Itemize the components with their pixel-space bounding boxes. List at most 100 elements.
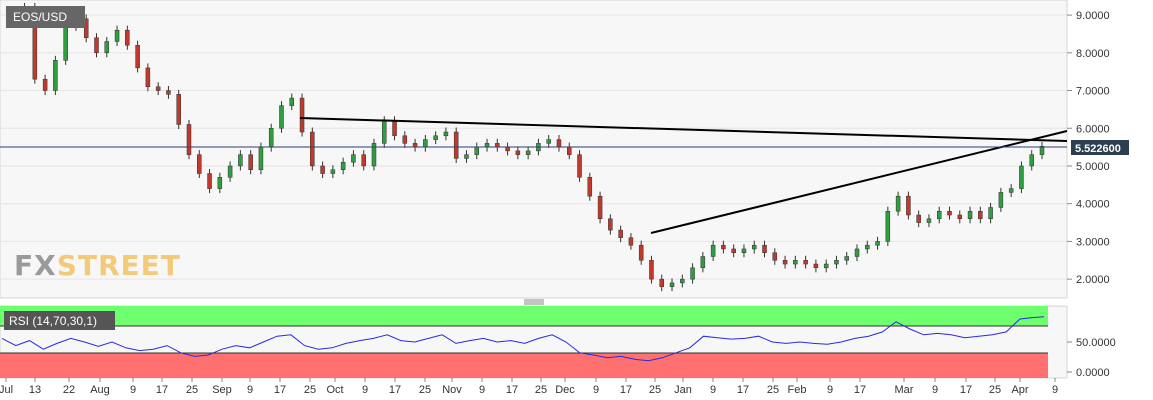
candle-body xyxy=(125,29,130,46)
candle-body xyxy=(566,146,572,155)
candle-body xyxy=(464,154,469,159)
candle-body xyxy=(392,120,397,137)
candle-body xyxy=(988,207,993,220)
rsi-tick-label: 50.0000 xyxy=(1076,337,1116,349)
x-tick-label: 25 xyxy=(989,384,1001,396)
candle-body xyxy=(289,97,295,106)
x-tick-label: 17 xyxy=(737,384,749,396)
price-label-box xyxy=(1071,140,1129,155)
watermark-fx: FX xyxy=(14,249,57,282)
candle-body xyxy=(710,244,716,257)
candle-body xyxy=(114,29,120,42)
candle-body xyxy=(967,210,973,220)
candle-body xyxy=(885,210,891,242)
price-tick-label: 7.0000 xyxy=(1076,86,1110,98)
candle-body xyxy=(556,139,562,148)
candle-body xyxy=(721,244,726,250)
candle-body xyxy=(53,60,58,91)
candle-body xyxy=(998,192,1004,208)
candle-body xyxy=(423,139,428,148)
x-tick-label: 25 xyxy=(186,384,198,396)
candle-body xyxy=(772,252,778,261)
candle-body xyxy=(597,195,603,220)
x-tick-label: 25 xyxy=(649,384,661,396)
x-tick-label: Mar xyxy=(895,384,914,396)
price-tick-label: 5.0000 xyxy=(1076,161,1110,173)
fxstreet-watermark: FXSTREET xyxy=(14,249,181,282)
candle-body xyxy=(762,244,767,253)
rsi-series-line xyxy=(1,316,1045,362)
price-tick-label: 3.0000 xyxy=(1076,236,1110,248)
candle-body xyxy=(207,173,212,189)
candle-body xyxy=(834,260,839,265)
rsi-overbought-zone xyxy=(0,306,1048,326)
candle-body xyxy=(330,169,336,174)
candle-body xyxy=(906,195,911,216)
candle-body xyxy=(947,210,952,216)
candle-body xyxy=(669,282,675,287)
candle-body xyxy=(546,139,551,144)
x-tick-label: 25 xyxy=(535,384,547,396)
rsi-title: RSI (14,70,30,1) xyxy=(9,314,97,328)
candle-body xyxy=(135,45,140,69)
x-tick-label: 9 xyxy=(362,384,368,396)
x-tick-label: Sep xyxy=(212,384,232,396)
candle-body xyxy=(854,248,860,257)
candle-body xyxy=(155,86,161,91)
trendlines xyxy=(299,117,1068,234)
candle-body xyxy=(1039,146,1045,155)
rsi-title-box xyxy=(4,311,115,330)
candle-body xyxy=(803,260,808,265)
candle-body xyxy=(1029,154,1034,167)
x-tick-label: 9 xyxy=(130,384,136,396)
candle-body xyxy=(823,263,829,269)
candle-body xyxy=(936,210,942,220)
candle-body xyxy=(1008,188,1014,193)
candle-body xyxy=(166,90,171,95)
x-tick-label: 17 xyxy=(156,384,168,396)
rsi-oversold-zone xyxy=(0,353,1048,378)
price-tick-label: 4.0000 xyxy=(1076,199,1110,211)
candle-body xyxy=(382,120,387,144)
candle-body xyxy=(227,165,233,178)
x-tick-label: 17 xyxy=(854,384,866,396)
price-label: 5.522600 xyxy=(1075,143,1121,155)
candle-body xyxy=(176,94,181,125)
candle-body xyxy=(186,124,192,155)
x-tick-label: Jan xyxy=(674,384,692,396)
candle-body xyxy=(618,229,623,238)
candle-body xyxy=(279,105,284,129)
candle-body xyxy=(83,18,89,38)
candle-body xyxy=(474,146,480,155)
x-tick-label: 17 xyxy=(274,384,286,396)
candle-body xyxy=(978,210,983,220)
candle-body xyxy=(145,67,151,88)
x-tick-label: 9 xyxy=(593,384,599,396)
candle-body xyxy=(238,154,243,167)
x-tick-label: 25 xyxy=(767,384,779,396)
x-tick-label: 25 xyxy=(419,384,431,396)
candle-body xyxy=(361,154,366,167)
x-tick-label: 17 xyxy=(960,384,972,396)
x-tick-label: 9 xyxy=(479,384,485,396)
x-tick-label: 9 xyxy=(827,384,833,396)
candle-body xyxy=(94,37,99,54)
candle-body xyxy=(433,135,438,140)
x-tick-label: Apr xyxy=(1011,384,1028,396)
x-tick-label: Aug xyxy=(90,384,110,396)
candle-body xyxy=(751,244,757,250)
candle-body xyxy=(957,214,963,220)
candle-body xyxy=(310,131,315,167)
x-tick-label: 13 xyxy=(29,384,41,396)
candle-body xyxy=(895,195,901,212)
candle-body xyxy=(340,161,346,170)
candle-body xyxy=(731,248,736,253)
candle-body xyxy=(865,244,870,250)
candle-body xyxy=(525,150,531,155)
x-tick-label: 9 xyxy=(247,384,253,396)
chart-title-box xyxy=(6,6,85,28)
x-tick-label: 25 xyxy=(304,384,316,396)
rsi-tick-label: 0.0000 xyxy=(1076,367,1110,379)
